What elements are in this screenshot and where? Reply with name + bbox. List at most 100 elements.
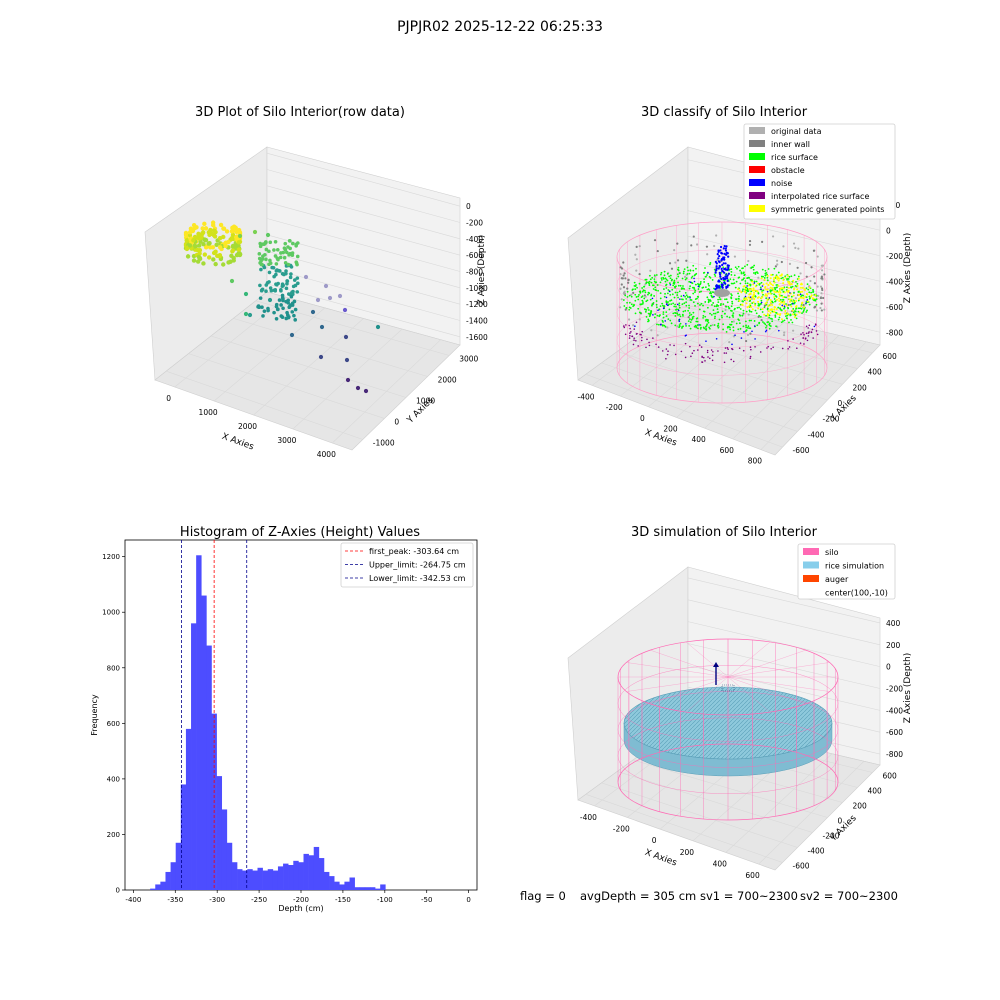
- panel2-wall-point: [635, 245, 638, 248]
- panel2-rice-point: [790, 319, 792, 321]
- panel2-rice-point: [641, 290, 644, 293]
- panel1-point: [260, 287, 265, 292]
- panel1-point: [202, 237, 208, 243]
- panel2-rice-point: [775, 286, 778, 289]
- panel2-rice-point: [660, 277, 663, 280]
- panel2-noise-point: [726, 285, 729, 288]
- panel2-rice-point: [792, 311, 795, 314]
- panel2-rice-point: [749, 284, 752, 287]
- histogram-bar: [318, 858, 325, 890]
- panel2-rice-point: [704, 315, 707, 318]
- panel2-rice-point: [724, 298, 726, 301]
- panel2-rice-point: [755, 280, 758, 283]
- panel2-wall-point: [619, 287, 622, 290]
- panel2-rice-point: [664, 325, 667, 328]
- panel2-rice-point: [761, 311, 764, 313]
- panel2-rice-point: [805, 311, 808, 313]
- histogram-plot-area: [124, 539, 478, 891]
- panel2-rice-point: [677, 284, 680, 287]
- panel2-rice-point: [733, 282, 736, 285]
- panel2-interpolated-point: [637, 345, 639, 347]
- histogram-bar: [150, 888, 156, 890]
- panel2-symmetric-point: [771, 287, 774, 290]
- panel2-rice-point: [754, 309, 757, 312]
- panel2-noise-point: [761, 285, 764, 287]
- panel1-ztick: -1000: [466, 284, 488, 293]
- panel2-rice-point: [691, 286, 694, 289]
- panel2-symmetric-point: [780, 318, 783, 321]
- panel2-interpolated-point: [759, 351, 762, 353]
- panel2-rice-point: [634, 285, 637, 288]
- panel1-point: [269, 288, 274, 293]
- panel2-wall-point: [819, 285, 823, 288]
- panel2-interpolated-point: [648, 341, 650, 344]
- panel1-point: [273, 240, 278, 244]
- panel4-ytick: 400: [868, 787, 883, 796]
- panel2-wall-point: [638, 318, 641, 321]
- panel2-interpolated-point: [802, 332, 804, 334]
- panel2-rice-point: [800, 307, 803, 310]
- panel2-rice-point: [748, 309, 751, 312]
- panel2-rice-point: [639, 291, 642, 294]
- panel2-wall-point: [622, 292, 625, 295]
- panel2-rice-point: [688, 280, 691, 283]
- panel2-wall-point: [802, 303, 805, 307]
- panel2-interpolated-point: [708, 357, 711, 360]
- panel2-rice-point: [721, 310, 724, 313]
- panel2-interpolated-point: [812, 337, 814, 339]
- panel2-symmetric-point: [745, 297, 748, 300]
- panel2-rice-point: [725, 330, 728, 333]
- panel2-symmetric-point: [782, 287, 785, 290]
- panel1-point: [234, 235, 239, 240]
- panel2-rice-point: [632, 288, 634, 291]
- panel2-rice-point: [699, 282, 702, 285]
- panel2-wall-point: [619, 272, 622, 276]
- panel2-rice-point: [648, 292, 651, 295]
- panel2-symmetric-point: [766, 299, 769, 302]
- panel2-rice-point: [684, 309, 687, 312]
- panel2-symmetric-point: [793, 316, 796, 319]
- panel1-point: [285, 279, 290, 283]
- panel2-interpolated-point: [666, 353, 669, 356]
- panel2-symmetric-point: [757, 307, 760, 310]
- panel2-rice-point: [652, 301, 655, 304]
- panel2-symmetric-point: [777, 279, 780, 282]
- histogram-xtick-label: -50: [421, 896, 432, 904]
- panel2-noise-point: [723, 258, 726, 261]
- histogram-bar: [380, 884, 386, 890]
- panel2-rice-point: [679, 315, 682, 318]
- panel2-rice-point: [762, 289, 765, 292]
- panel2-symmetric-point: [790, 283, 793, 286]
- panel2-rice-point: [737, 277, 740, 279]
- panel1-point: [272, 310, 276, 315]
- histogram-xlabel: Depth (cm): [278, 904, 323, 913]
- panel2-rice-point: [696, 320, 699, 323]
- panel1-point: [268, 240, 273, 245]
- panel2-rice-point: [771, 300, 774, 303]
- panel2-rice-point: [717, 311, 720, 314]
- panel2-symmetric-point: [754, 304, 757, 307]
- panel2-rice-point: [641, 287, 644, 289]
- panel2-interpolated-point: [766, 347, 768, 349]
- panel1-point: [323, 283, 329, 289]
- panel2-symmetric-point: [743, 290, 746, 293]
- panel2-wall-point: [653, 239, 657, 242]
- panel2-symmetric-point: [784, 312, 787, 315]
- panel2-rice-point: [712, 291, 714, 293]
- panel1-point: [247, 312, 253, 318]
- panel2-rice-point: [713, 317, 716, 320]
- panel2-rice-point: [709, 324, 712, 327]
- panel2-wall-point: [632, 324, 635, 327]
- histogram-bar: [231, 862, 238, 890]
- panel2-rice-point: [648, 274, 651, 277]
- panel2-rice-point: [664, 292, 666, 295]
- panel2-wall-point: [724, 308, 727, 312]
- panel2-rice-point: [696, 317, 699, 319]
- panel2-rice-point: [797, 290, 800, 293]
- panel2-rice-point: [743, 271, 745, 274]
- panel2-symmetric-point: [742, 298, 745, 301]
- panel2-interpolated-point: [804, 338, 807, 340]
- panel2-interpolated-point: [652, 337, 654, 339]
- panel2-noise-point: [664, 320, 667, 322]
- panel2-interpolated-point: [629, 327, 631, 330]
